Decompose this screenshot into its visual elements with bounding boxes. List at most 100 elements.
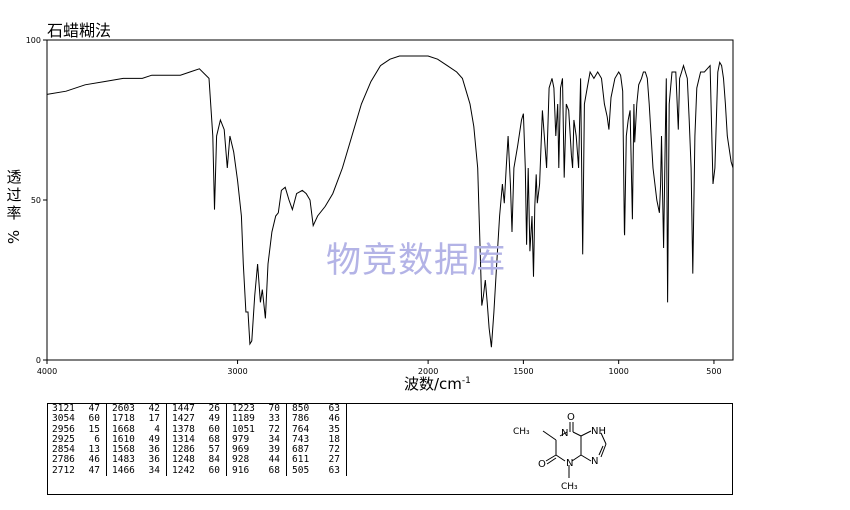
- peak-entry: 1447 26: [172, 403, 220, 414]
- peak-wavenumber: 743: [292, 433, 310, 445]
- peak-column: 1223 70 1189 33 1051 72 979 34 969 39 928 44 916 68: [226, 403, 287, 477]
- axis-ticks: 4000 3000 2000 1500 1000 500 0 50 100: [26, 36, 722, 376]
- peak-wavenumber: 2712: [52, 464, 75, 476]
- peak-entry: 764 35: [292, 424, 340, 435]
- peak-wavenumber: 969: [232, 444, 250, 456]
- peak-wavenumber: 1051: [232, 423, 255, 435]
- peak-entry: 505 63: [292, 464, 340, 476]
- peak-transmittance: 49: [148, 433, 160, 445]
- peak-transmittance: 47: [88, 403, 100, 414]
- peak-entry: 2712 47: [52, 464, 100, 476]
- peak-wavenumber: 1718: [112, 413, 135, 425]
- peak-transmittance: 60: [88, 413, 100, 425]
- y-tick-label: 100: [26, 36, 41, 45]
- x-tick-label: 2000: [418, 367, 438, 376]
- peak-transmittance: 36: [148, 454, 160, 466]
- oxygen-label-left: O: [538, 459, 546, 470]
- peak-transmittance: 63: [328, 464, 340, 476]
- peak-wavenumber: 1378: [172, 423, 195, 435]
- peak-transmittance: 18: [328, 433, 340, 445]
- peak-wavenumber: 2956: [52, 423, 75, 435]
- peak-transmittance: 36: [148, 444, 160, 456]
- peak-entry: 1242 60: [172, 464, 220, 476]
- peak-entry: 916 68: [232, 464, 280, 476]
- peak-transmittance: 15: [88, 423, 100, 435]
- peak-entry: 969 39: [232, 444, 280, 456]
- peak-entry: 1223 70: [232, 403, 280, 414]
- n3-label: N: [566, 458, 573, 469]
- x-label-text: 波数/cm: [404, 375, 462, 393]
- methyl-label-top: CH₃: [513, 427, 530, 437]
- peak-transmittance: 84: [208, 454, 220, 466]
- n1-label: N: [561, 428, 568, 439]
- peak-wavenumber: 916: [232, 464, 250, 476]
- peak-wavenumber: 850: [292, 403, 310, 414]
- peak-entry: 1314 68: [172, 433, 220, 445]
- peak-transmittance: 72: [328, 444, 340, 456]
- peak-transmittance: 63: [328, 403, 340, 414]
- peak-entry: 1427 49: [172, 413, 220, 424]
- peak-wavenumber: 2786: [52, 454, 75, 466]
- peak-entry: 2925 6: [52, 433, 100, 445]
- peak-wavenumber: 611: [292, 454, 310, 466]
- peak-wavenumber: 1568: [112, 444, 135, 456]
- peak-entry: 687 72: [292, 444, 340, 456]
- peak-entry: 1718 17: [112, 413, 160, 425]
- peak-wavenumber: 3054: [52, 413, 75, 425]
- x-tick-label: 3000: [227, 367, 247, 376]
- y-tick-label: 50: [31, 196, 41, 205]
- peak-transmittance: 17: [148, 413, 160, 425]
- peak-transmittance: 68: [208, 433, 220, 445]
- peak-transmittance: 60: [208, 464, 220, 476]
- y-label-char-3: 率: [6, 204, 22, 222]
- peak-wavenumber: 687: [292, 444, 310, 456]
- molecule-structure: N O O N NH N CH₃ CH₃: [513, 412, 607, 492]
- peak-entry: 1189 33: [232, 413, 280, 425]
- peak-entry: 786 46: [292, 413, 340, 425]
- peak-transmittance: 6: [94, 433, 100, 445]
- oxygen-label-top: O: [567, 412, 575, 423]
- n9-label: N: [591, 456, 598, 467]
- peak-transmittance: 46: [328, 413, 340, 425]
- nh-label: NH: [591, 426, 606, 437]
- peak-entry: 1568 36: [112, 444, 160, 456]
- peak-entry: 2786 46: [52, 454, 100, 466]
- peak-entry: 1378 60: [172, 423, 220, 435]
- peak-entry: 2603 42: [112, 403, 160, 414]
- x-label-superscript: -1: [461, 376, 471, 386]
- peak-entry: 1286 57: [172, 444, 220, 455]
- peak-wavenumber: 2925: [52, 433, 75, 445]
- peak-table: 3121 47 3054 60 2956 15 2925 6 2854 13 2786 46 2712 4…: [47, 403, 347, 477]
- peak-entry: 743 18: [292, 433, 340, 445]
- peak-transmittance: 47: [88, 464, 100, 476]
- y-label-char-2: 过: [6, 186, 22, 204]
- peak-column: 2603 42 1718 17 1668 4 1610 49 1568 36 1483 36 1466 3…: [106, 403, 167, 477]
- spectrum-line: [46, 55, 734, 348]
- peak-transmittance: 34: [148, 464, 160, 476]
- peak-entry: 1051 72: [232, 423, 280, 435]
- peak-column: 850 63 786 46 764 35 743 18 687 72 611 27 505 63: [286, 403, 347, 477]
- peak-entry: 2854 13: [52, 444, 100, 455]
- peak-transmittance: 46: [88, 454, 100, 466]
- x-tick-label: 500: [706, 367, 721, 376]
- x-axis-label: 波数/cm-1: [404, 373, 471, 394]
- watermark: 物竞数据库: [326, 241, 507, 281]
- peak-transmittance: 68: [268, 464, 280, 476]
- peak-entry: 3054 60: [52, 413, 100, 425]
- peak-transmittance: 33: [268, 413, 280, 425]
- chart-title: 石蜡糊法: [47, 21, 112, 40]
- peak-wavenumber: 1466: [112, 464, 135, 476]
- peak-transmittance: 70: [268, 403, 280, 414]
- peak-entry: 3121 47: [52, 403, 100, 414]
- x-tick-label: 4000: [37, 367, 57, 376]
- peak-entry: 850 63: [292, 403, 340, 414]
- peak-transmittance: 27: [328, 454, 340, 466]
- y-label-char-1: 透: [6, 168, 22, 186]
- x-tick-label: 1000: [608, 367, 628, 376]
- peak-wavenumber: 505: [292, 464, 310, 476]
- peak-entry: 1668 4: [112, 424, 160, 435]
- peak-wavenumber: 979: [232, 433, 250, 445]
- y-axis-label: 透 过 率 %: [4, 168, 24, 246]
- peak-transmittance: 39: [268, 444, 280, 456]
- peak-entry: 2956 15: [52, 423, 100, 435]
